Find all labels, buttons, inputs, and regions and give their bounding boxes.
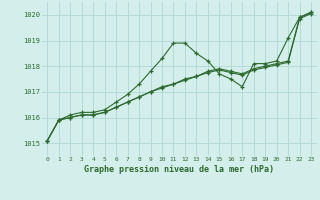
X-axis label: Graphe pression niveau de la mer (hPa): Graphe pression niveau de la mer (hPa) xyxy=(84,165,274,174)
